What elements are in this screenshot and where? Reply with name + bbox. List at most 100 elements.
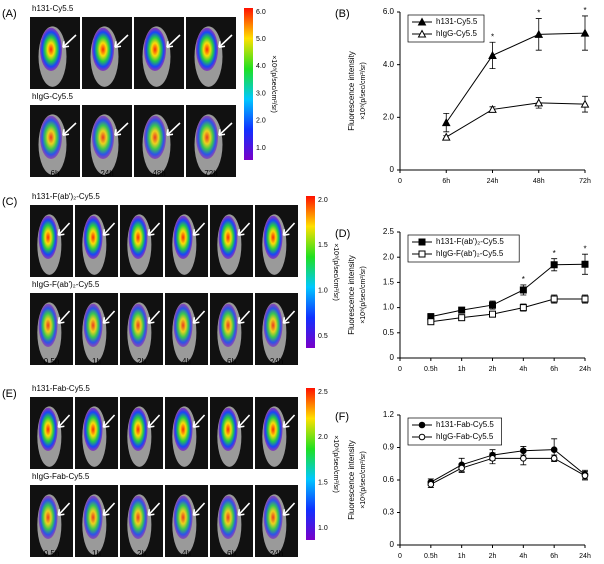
arrow xyxy=(102,502,116,517)
x-tick-label: 2h xyxy=(489,553,497,560)
x-tick-label: 48h xyxy=(533,178,545,185)
signal xyxy=(38,495,58,539)
arrow xyxy=(237,222,251,237)
data-point xyxy=(489,310,496,318)
legend-label: h131-Cy5.5 xyxy=(436,17,478,26)
y-tick-label: 0 xyxy=(390,353,395,362)
y-tick-label: 1.2 xyxy=(383,410,395,419)
signal xyxy=(38,407,58,451)
y-tick-label: 0 xyxy=(390,165,395,174)
data-point xyxy=(581,295,589,303)
y-tick-label: 2.5 xyxy=(383,227,395,236)
panel-label: (E) xyxy=(2,388,17,400)
y-axis-label: ×10⁸(p/sec/cm²/sr) xyxy=(360,451,367,509)
x-tick-label: 1h xyxy=(458,366,466,373)
data-point xyxy=(488,50,497,59)
signal xyxy=(218,407,238,451)
data-point xyxy=(581,260,589,268)
legend-marker xyxy=(418,433,426,441)
data-point xyxy=(534,29,544,38)
signal xyxy=(83,303,103,347)
time-label: 24h xyxy=(100,169,113,178)
y-tick-label: 0 xyxy=(390,540,395,549)
data-point xyxy=(519,286,527,294)
colorbar xyxy=(306,196,315,348)
time-label: 72h xyxy=(204,169,217,178)
y-axis-label: Fluorescence intensity xyxy=(347,440,356,520)
panel-label: (B) xyxy=(335,8,350,20)
x-tick-label: 4h xyxy=(519,553,527,560)
signal xyxy=(173,407,193,451)
y-tick-label: 2.0 xyxy=(383,112,395,121)
x-tick-label: 72h xyxy=(579,178,591,185)
data-point xyxy=(458,314,466,322)
colorbar-tick: 6.0 xyxy=(256,9,266,16)
arrow xyxy=(282,310,296,325)
x-tick-label: 2h xyxy=(489,366,497,373)
y-tick-label: 2.0 xyxy=(383,252,395,261)
x-tick-label: 0.5h xyxy=(424,553,438,560)
legend-marker xyxy=(417,29,427,38)
row-label: hIgG-F(ab')₂-Cy5.5 xyxy=(32,280,100,289)
signal xyxy=(263,215,283,259)
colorbar xyxy=(306,388,315,540)
time-label: 0.5h xyxy=(44,549,60,558)
colorbar-tick: 2.0 xyxy=(318,197,328,204)
x-tick-label: 24h xyxy=(579,366,591,373)
arrow xyxy=(57,414,71,429)
time-label: 24h xyxy=(270,357,283,366)
signal xyxy=(128,215,148,259)
panel-label: (D) xyxy=(335,228,350,240)
time-label: 0.5h xyxy=(44,357,60,366)
time-label: 2h xyxy=(137,549,146,558)
legend-box xyxy=(407,14,485,43)
signal xyxy=(92,115,114,159)
arrow xyxy=(218,122,233,137)
legend-marker xyxy=(418,421,426,429)
significance-mark: * xyxy=(553,249,556,258)
x-tick-label: 0 xyxy=(398,178,402,185)
colorbar xyxy=(244,8,253,160)
series-line xyxy=(445,102,586,138)
legend-box xyxy=(407,234,520,263)
signal xyxy=(40,27,62,71)
time-label: 6h xyxy=(51,169,60,178)
significance-mark: * xyxy=(537,9,540,18)
signal xyxy=(196,27,218,71)
colorbar-tick: 1.0 xyxy=(318,288,328,295)
arrow xyxy=(192,502,206,517)
x-tick-label: 0.5h xyxy=(424,366,438,373)
panel-label: (A) xyxy=(2,8,17,20)
arrow xyxy=(57,502,71,517)
signal xyxy=(83,407,103,451)
arrow xyxy=(192,414,206,429)
data-point xyxy=(550,455,558,462)
signal xyxy=(83,495,103,539)
signal xyxy=(218,303,238,347)
y-tick-label: 0.3 xyxy=(383,508,395,517)
data-point xyxy=(441,118,451,127)
data-point xyxy=(427,481,435,488)
row-label: h131-Fab-Cy5.5 xyxy=(32,384,90,393)
colorbar-tick: 0.5 xyxy=(318,333,328,340)
signal xyxy=(218,495,238,539)
colorbar-label: ×10⁸(p/sec/cm²/sr) xyxy=(270,55,277,113)
x-tick-label: 1h xyxy=(458,553,466,560)
x-tick-label: 24h xyxy=(579,553,591,560)
colorbar-tick: 4.0 xyxy=(256,63,266,70)
signal xyxy=(144,115,166,159)
y-tick-label: 0.6 xyxy=(383,475,395,484)
colorbar-tick: 1.0 xyxy=(318,525,328,532)
data-point xyxy=(489,455,496,462)
colorbar-label: ×10⁸(p/sec/cm²/sr) xyxy=(332,435,339,493)
legend-marker xyxy=(418,250,426,258)
significance-mark: * xyxy=(583,6,586,15)
series-line xyxy=(430,457,586,485)
signal xyxy=(173,215,193,259)
signal xyxy=(144,27,166,71)
colorbar-tick: 2.0 xyxy=(318,434,328,441)
y-tick-label: 0.9 xyxy=(383,443,395,452)
colorbar-label: ×10⁸(p/sec/cm²/sr) xyxy=(332,243,339,301)
data-point xyxy=(519,304,527,312)
legend-box xyxy=(407,417,502,446)
